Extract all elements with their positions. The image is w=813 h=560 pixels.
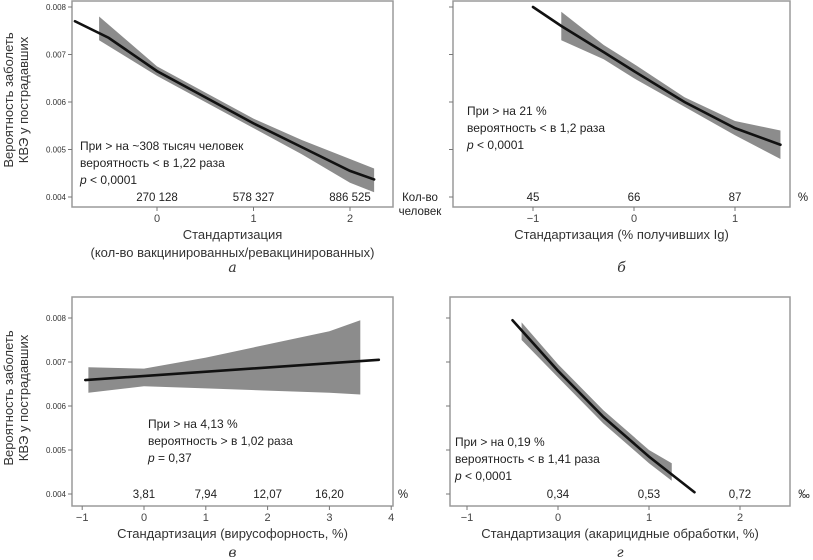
secondary-tick-label: 0,53 <box>638 489 660 501</box>
y-tick-label: 0.006 <box>46 402 67 411</box>
secondary-tick-label: 270 128 <box>136 192 178 204</box>
confidence-band <box>88 320 361 395</box>
x-tick-label: 4 <box>388 512 394 524</box>
x-tick-label: −1 <box>527 213 540 225</box>
p-symbol: p <box>79 173 90 187</box>
secondary-tick-label: 45 <box>527 192 540 204</box>
plot-frame <box>449 296 791 507</box>
annotation-line: вероятность < в 1,22 раза <box>80 156 225 170</box>
x-tick-label: 0 <box>154 213 160 225</box>
secondary-unit-label: % <box>398 489 408 501</box>
y-axis-title: Вероятность заболеть <box>1 330 16 466</box>
secondary-tick-label: 578 327 <box>233 192 275 204</box>
x-axis-title: Стандартизация (% получивших Ig) <box>514 227 729 242</box>
x-tick-label: 1 <box>250 213 256 225</box>
panel-letter: а <box>228 260 236 276</box>
y-tick-label: 0.005 <box>46 446 67 455</box>
secondary-tick-label: 0,34 <box>547 489 570 501</box>
annotation-line: вероятность > в 1,02 раза <box>148 434 293 448</box>
x-tick-label: 0 <box>555 512 561 524</box>
y-tick-label: 0.005 <box>46 146 67 155</box>
annotation-line: p < 0,0001 <box>79 173 137 187</box>
secondary-unit-label: Кол-во <box>402 192 438 204</box>
fitted-curve <box>83 358 381 382</box>
secondary-tick-label: 0,72 <box>729 489 751 501</box>
y-tick-label: 0.008 <box>46 314 67 323</box>
secondary-tick-label: 16,20 <box>315 489 344 501</box>
annotation-line: При > на 4,13 % <box>148 417 238 431</box>
p-symbol: p <box>147 451 158 465</box>
panel-а: 0.004 0.005 0.006 0.007 0.008 0 1 2 270 128 578 3… <box>1 0 443 276</box>
x-tick-label: 0 <box>631 213 637 225</box>
plot-frame <box>452 0 791 208</box>
fitted-curve <box>511 318 696 494</box>
secondary-tick-label: 7,94 <box>195 489 218 501</box>
x-tick-label: 1 <box>203 512 209 524</box>
plot-frame <box>71 296 394 507</box>
annotation-line: p < 0,0001 <box>466 138 524 152</box>
x-tick-label: −1 <box>461 512 474 524</box>
secondary-tick-label: 12,07 <box>253 489 282 501</box>
x-tick-label: 1 <box>646 512 652 524</box>
x-axis-title: (кол-во вакцинированных/ревакцинированны… <box>91 245 375 260</box>
x-tick-label: 1 <box>732 213 738 225</box>
y-tick-label: 0.004 <box>46 490 67 499</box>
secondary-unit-label: % <box>798 192 808 204</box>
annotation-line: вероятность < в 1,41 раза <box>455 452 600 466</box>
fitted-curve <box>531 5 782 147</box>
secondary-tick-label: 87 <box>729 192 742 204</box>
panel-в: 0.004 0.005 0.006 0.007 0.008 −1 0 1 2 3 4 3,81 7,94… <box>1 296 408 560</box>
p-symbol: p <box>466 138 477 152</box>
secondary-unit-label: человек <box>399 206 443 218</box>
confidence-band <box>521 322 672 481</box>
annotation-line: При > на 21 % <box>467 104 547 118</box>
p-value: < 0,0001 <box>465 469 512 483</box>
x-tick-label: 2 <box>737 512 743 524</box>
y-axis-title: КВЭ у пострадавших <box>16 334 31 461</box>
fitted-curve <box>73 19 376 181</box>
secondary-unit-label: ‰ <box>798 489 810 501</box>
x-axis-title: Стандартизация <box>183 227 283 242</box>
x-tick-label: 3 <box>326 512 332 524</box>
x-tick-label: 0 <box>141 512 147 524</box>
panel-letter: в <box>228 545 236 560</box>
panel-б: −1 0 1 45 66 87 % Стандартизация (% получивших … <box>449 0 808 276</box>
annotation-line: вероятность < в 1,2 раза <box>467 121 605 135</box>
panel-letter: г <box>616 545 623 560</box>
y-tick-label: 0.007 <box>46 51 67 60</box>
secondary-tick-label: 66 <box>628 192 641 204</box>
p-value: < 0,0001 <box>477 138 524 152</box>
annotation-line: При > на ~308 тысяч человек <box>80 139 244 153</box>
p-value: = 0,37 <box>158 451 192 465</box>
y-tick-label: 0.006 <box>46 98 67 107</box>
x-axis-title: Стандартизация (вирусофорность, %) <box>117 526 348 541</box>
y-axis-title: Вероятность заболеть <box>1 32 16 168</box>
p-value: < 0,0001 <box>90 173 137 187</box>
p-symbol: p <box>454 469 465 483</box>
y-tick-label: 0.008 <box>46 3 67 12</box>
confidence-band <box>561 11 781 159</box>
annotation-line: p = 0,37 <box>147 451 192 465</box>
annotation-line: p < 0,0001 <box>454 469 512 483</box>
secondary-tick-label: 886 525 <box>329 192 371 204</box>
y-tick-label: 0.004 <box>46 193 67 202</box>
y-axis-title: КВЭ у пострадавших <box>16 36 31 163</box>
annotation-line: При > на 0,19 % <box>455 435 545 449</box>
x-axis-title: Стандартизация (акарицидные обработки, %… <box>481 526 759 541</box>
panel-letter: б <box>617 260 626 276</box>
panel-г: −1 0 1 2 0,34 0,53 0,72 ‰ Стандартизация (акариц… <box>446 296 810 560</box>
x-tick-label: −1 <box>76 512 89 524</box>
secondary-tick-label: 3,81 <box>133 489 155 501</box>
x-tick-label: 2 <box>347 213 353 225</box>
y-tick-label: 0.007 <box>46 358 67 367</box>
x-tick-label: 2 <box>265 512 271 524</box>
plot-frame <box>71 0 394 208</box>
